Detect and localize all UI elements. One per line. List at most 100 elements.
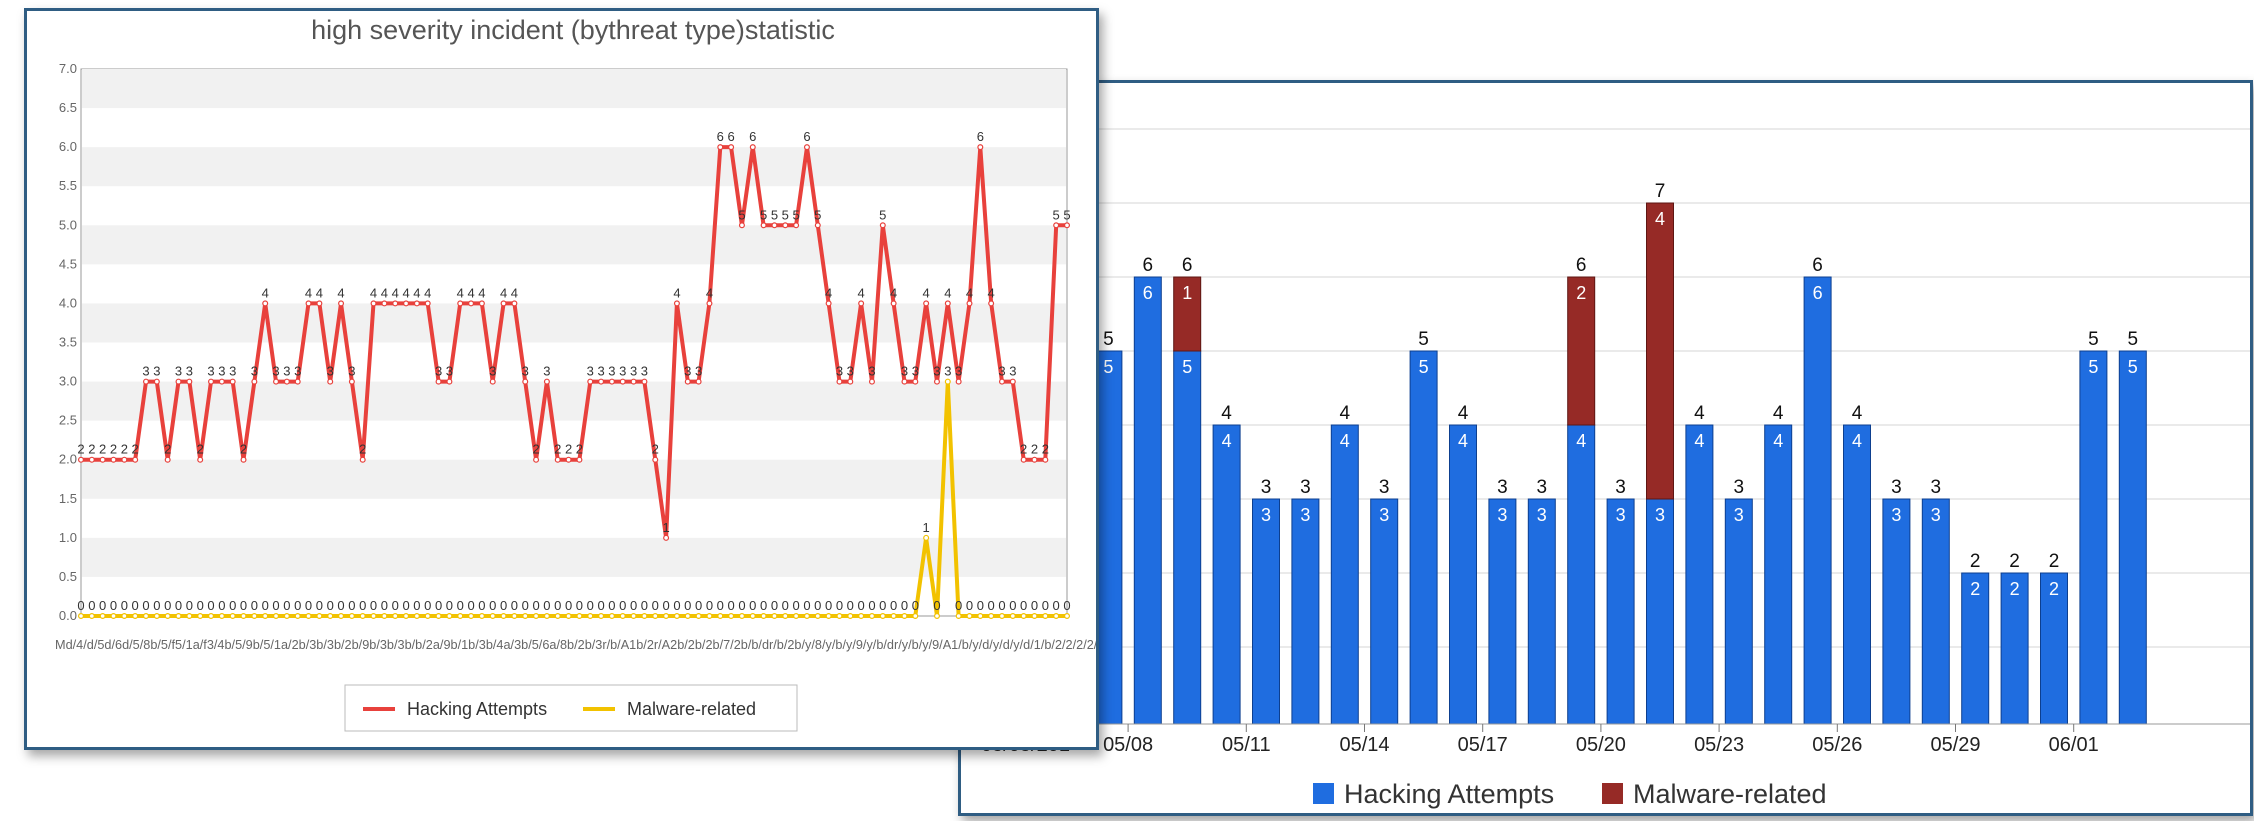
- grid-band: [82, 381, 1066, 421]
- data-point: [348, 612, 355, 619]
- bar-value-hacking: 2: [2049, 579, 2059, 599]
- data-label: 5: [1053, 207, 1060, 222]
- bar-marks: 5555665164433334433554433334263334744334…: [1055, 181, 2147, 742]
- data-point: [370, 300, 377, 307]
- data-label: 0: [77, 598, 84, 613]
- data-label: 3: [142, 364, 149, 379]
- line-plot-bands: [80, 68, 1068, 617]
- data-point: [208, 378, 215, 385]
- line-chart-panel: high severity incident (bythreat type)st…: [24, 8, 1099, 750]
- data-label: 4: [467, 285, 474, 300]
- data-label: 0: [630, 598, 637, 613]
- data-point: [327, 612, 334, 619]
- data-label: 0: [457, 598, 464, 613]
- data-point: [197, 612, 204, 619]
- data-point: [879, 222, 886, 229]
- data-label: 5: [771, 207, 778, 222]
- data-label: 0: [283, 598, 290, 613]
- bar-total-label: 4: [1340, 403, 1351, 424]
- data-label: 2: [121, 442, 128, 457]
- data-label: 0: [793, 598, 800, 613]
- data-point: [858, 612, 865, 619]
- data-point: [933, 612, 940, 619]
- data-point: [587, 378, 594, 385]
- data-point: [749, 612, 756, 619]
- data-point: [316, 300, 323, 307]
- data-label: 5: [782, 207, 789, 222]
- data-point: [673, 300, 680, 307]
- bar-malware: [1646, 202, 1674, 500]
- data-point: [1031, 612, 1038, 619]
- data-point: [663, 612, 670, 619]
- data-label: 0: [251, 598, 258, 613]
- data-point: [283, 378, 290, 385]
- data-point: [153, 612, 160, 619]
- legend-label-hacking-line: Hacking Attempts: [407, 699, 547, 719]
- data-label: 0: [1009, 598, 1016, 613]
- data-label: 0: [121, 598, 128, 613]
- bar-value-hacking: 3: [1379, 505, 1389, 525]
- bar-total-label: 7: [1655, 181, 1666, 202]
- data-label: 0: [435, 598, 442, 613]
- data-label: 0: [554, 598, 561, 613]
- chart-title: high severity incident (bythreat type)st…: [311, 15, 835, 45]
- data-label: 2: [359, 442, 366, 457]
- data-point: [782, 222, 789, 229]
- y-tick-label: 4.0: [59, 295, 77, 310]
- data-label: 0: [988, 598, 995, 613]
- data-point: [684, 378, 691, 385]
- data-label: 2: [565, 442, 572, 457]
- data-point: [923, 534, 930, 541]
- legend-label-hacking: Hacking Attempts: [1344, 779, 1554, 809]
- y-tick-label: 5.5: [59, 178, 77, 193]
- data-label: 2: [99, 442, 106, 457]
- data-label: 0: [489, 598, 496, 613]
- data-point: [1020, 456, 1027, 463]
- bar-hacking: [1173, 350, 1202, 742]
- bar-hacking: [1567, 424, 1596, 742]
- data-label: 0: [164, 598, 171, 613]
- data-label: 2: [532, 442, 539, 457]
- data-label: 0: [348, 598, 355, 613]
- data-point: [803, 612, 810, 619]
- data-point: [186, 612, 193, 619]
- data-label: 0: [597, 598, 604, 613]
- data-label: 5: [814, 207, 821, 222]
- legend-label-malware: Malware-related: [1633, 779, 1827, 809]
- bar-hacking: [1921, 498, 1950, 742]
- data-point: [988, 612, 995, 619]
- data-point: [240, 612, 247, 619]
- data-point: [1020, 612, 1027, 619]
- data-point: [998, 612, 1005, 619]
- data-label: 2: [77, 442, 84, 457]
- data-label: 0: [1063, 598, 1070, 613]
- bar-value-hacking: 3: [1497, 505, 1507, 525]
- x-tick-label: 05/14: [1339, 734, 1389, 756]
- data-point: [554, 456, 561, 463]
- bar-malware: [1567, 276, 1596, 426]
- data-point: [197, 456, 204, 463]
- data-label: 6: [717, 129, 724, 144]
- data-point: [760, 612, 767, 619]
- data-label: 0: [814, 598, 821, 613]
- data-label: 0: [522, 598, 529, 613]
- data-point: [99, 456, 106, 463]
- data-label: 0: [1020, 598, 1027, 613]
- data-label: 4: [858, 285, 865, 300]
- x-tick-label: 05/11: [1222, 734, 1271, 756]
- data-point: [522, 378, 529, 385]
- line-chart: high severity incident (bythreat type)st…: [55, 15, 1096, 732]
- y-tick-label: 5.0: [59, 217, 77, 232]
- data-point: [554, 612, 561, 619]
- data-label: 0: [717, 598, 724, 613]
- bar-total-label: 4: [1694, 403, 1705, 424]
- data-point: [728, 144, 735, 151]
- bar-value-hacking: 6: [1143, 283, 1153, 303]
- bar-hacking: [1606, 498, 1635, 742]
- series-line-hacking: [81, 145, 1067, 540]
- data-point: [836, 378, 843, 385]
- data-point: [587, 612, 594, 619]
- data-point: [641, 612, 648, 619]
- bar-total-label: 2: [1970, 551, 1981, 572]
- data-point: [738, 612, 745, 619]
